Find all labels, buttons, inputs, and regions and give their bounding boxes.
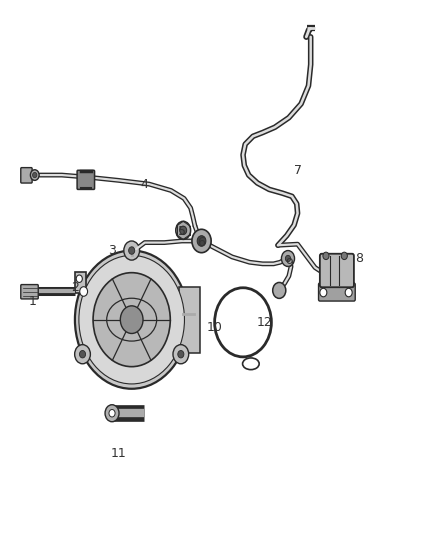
Circle shape: [79, 255, 184, 384]
FancyBboxPatch shape: [77, 170, 95, 189]
FancyBboxPatch shape: [21, 285, 38, 299]
Text: 5: 5: [178, 225, 186, 238]
Circle shape: [74, 345, 90, 364]
Circle shape: [176, 221, 191, 239]
Circle shape: [286, 255, 290, 262]
Text: 6: 6: [198, 236, 205, 249]
Text: 9: 9: [285, 257, 293, 270]
Circle shape: [129, 247, 135, 254]
Text: 12: 12: [257, 316, 273, 329]
Text: 1: 1: [28, 295, 36, 308]
Circle shape: [76, 275, 82, 282]
Circle shape: [197, 236, 206, 246]
Text: 10: 10: [207, 321, 223, 334]
Text: 7: 7: [293, 164, 302, 177]
Text: 2: 2: [71, 281, 79, 294]
Circle shape: [282, 251, 294, 266]
Circle shape: [173, 345, 189, 364]
Text: 11: 11: [111, 447, 127, 460]
FancyBboxPatch shape: [21, 167, 32, 183]
Circle shape: [320, 288, 327, 297]
Circle shape: [192, 229, 211, 253]
Circle shape: [80, 287, 88, 296]
Circle shape: [30, 169, 39, 180]
Polygon shape: [75, 272, 94, 293]
Ellipse shape: [243, 358, 259, 369]
Text: 3: 3: [108, 244, 116, 257]
Circle shape: [345, 288, 352, 297]
Circle shape: [32, 172, 37, 177]
Circle shape: [105, 405, 119, 422]
Text: 8: 8: [355, 252, 363, 265]
Circle shape: [93, 273, 170, 367]
FancyBboxPatch shape: [318, 283, 355, 301]
Circle shape: [341, 252, 347, 260]
Circle shape: [79, 351, 85, 358]
Circle shape: [178, 351, 184, 358]
Circle shape: [273, 282, 286, 298]
Circle shape: [323, 252, 329, 260]
Circle shape: [124, 241, 140, 260]
Circle shape: [180, 226, 187, 235]
FancyBboxPatch shape: [320, 254, 354, 287]
Text: 4: 4: [141, 177, 149, 191]
Circle shape: [109, 409, 115, 417]
Circle shape: [75, 251, 188, 389]
Circle shape: [120, 306, 143, 334]
FancyBboxPatch shape: [179, 287, 201, 353]
